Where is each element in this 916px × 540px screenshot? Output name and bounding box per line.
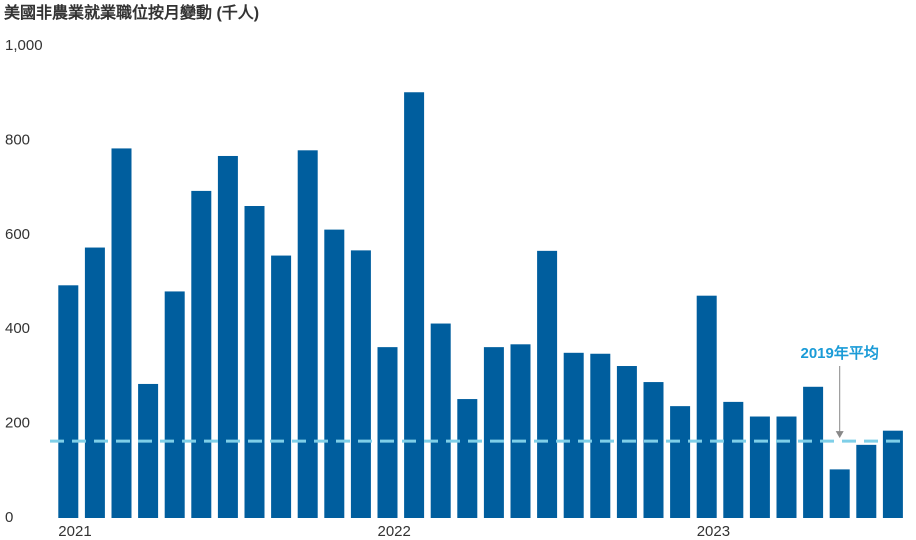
y-tick-label: 200 <box>5 415 30 432</box>
y-tick-label: 800 <box>5 131 30 148</box>
bar <box>537 250 558 518</box>
bar <box>829 469 850 518</box>
x-tick-label: 2022 <box>378 523 411 540</box>
bar <box>84 247 105 518</box>
y-tick-label: 400 <box>5 320 30 337</box>
bar <box>404 92 425 519</box>
reference-label: 2019年平均 <box>801 344 879 362</box>
bar <box>244 206 265 518</box>
x-tick-label: 2021 <box>58 523 91 540</box>
bar <box>217 155 238 518</box>
y-tick-label: 1,000 <box>5 37 43 54</box>
bar <box>457 399 478 518</box>
bar <box>643 382 664 518</box>
bar <box>776 416 797 518</box>
bar <box>563 352 584 518</box>
bar <box>324 229 345 518</box>
bar <box>350 250 371 518</box>
y-tick-label: 600 <box>5 226 30 243</box>
bar <box>191 190 212 519</box>
bar <box>723 401 744 518</box>
bar <box>138 383 159 518</box>
bar <box>696 295 717 518</box>
chart-title: 美國非農業就業職位按月變動 (千人) <box>4 3 259 22</box>
bar <box>58 285 79 518</box>
bar <box>803 386 824 518</box>
bar <box>749 416 770 518</box>
bar <box>856 444 877 518</box>
y-tick-label: 0 <box>5 509 13 526</box>
arrow-head <box>835 431 844 439</box>
bar <box>670 406 691 518</box>
bar <box>377 347 398 518</box>
x-tick-label: 2023 <box>697 523 730 540</box>
bar <box>164 291 185 518</box>
bar <box>430 323 451 518</box>
bar <box>590 353 611 518</box>
bar <box>297 150 318 518</box>
bar <box>271 255 292 518</box>
bar <box>111 148 132 518</box>
bar <box>882 430 903 518</box>
bar <box>483 347 504 518</box>
bar <box>510 344 531 518</box>
